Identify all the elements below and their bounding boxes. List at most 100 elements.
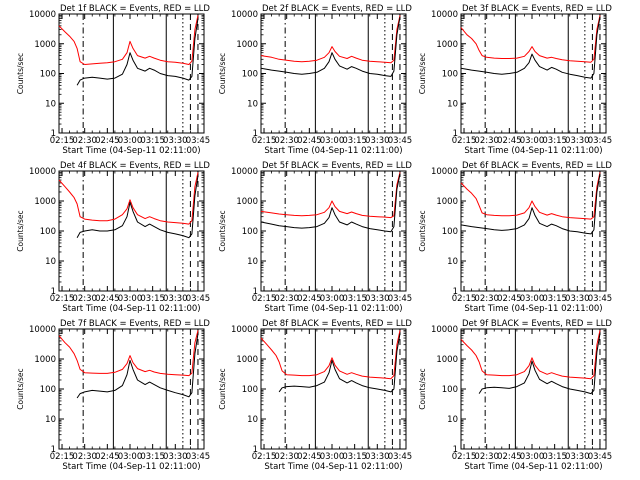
lld-series xyxy=(260,15,401,64)
x-tick-label: 03:00 xyxy=(520,136,545,146)
x-tick-label: 03:30 xyxy=(163,294,188,304)
y-tick-label: 10000 xyxy=(431,10,458,20)
x-tick-label: 03:45 xyxy=(388,294,413,304)
x-tick-label: 02:30 xyxy=(474,136,499,146)
y-axis-label: Counts/sec xyxy=(418,53,427,94)
y-tick-label: 10 xyxy=(447,99,458,109)
events-series xyxy=(260,16,401,77)
y-tick-label: 10 xyxy=(447,415,458,425)
x-axis-label: Start Time (04-Sep-11 02:11:00) xyxy=(62,462,200,472)
lld-series xyxy=(260,172,401,219)
panel-title: Det 2f BLACK = Events, RED = LLD xyxy=(262,4,412,14)
y-axis-label: Counts/sec xyxy=(16,53,25,94)
x-tick-label: 02:15 xyxy=(252,136,277,146)
y-tick-label: 1 xyxy=(453,445,458,455)
x-tick-label: 03:00 xyxy=(520,294,545,304)
x-tick-label: 02:15 xyxy=(252,452,277,462)
lld-series xyxy=(460,15,601,63)
x-tick-label: 03:45 xyxy=(588,452,613,462)
x-tick-label: 03:45 xyxy=(588,136,613,146)
y-tick-label: 10000 xyxy=(431,325,458,335)
y-tick-label: 1 xyxy=(253,287,258,297)
y-tick-label: 1000 xyxy=(34,197,56,207)
y-tick-label: 10 xyxy=(45,99,56,109)
events-series xyxy=(76,175,199,239)
x-tick-label: 03:15 xyxy=(542,294,567,304)
panel-title: Det 8f BLACK = Events, RED = LLD xyxy=(262,319,412,329)
y-tick-label: 1 xyxy=(453,129,458,139)
y-tick-label: 10000 xyxy=(231,10,258,20)
lld-series xyxy=(460,172,601,220)
x-axis-label: Start Time (04-Sep-11 02:11:00) xyxy=(264,462,402,472)
x-axis-label: Start Time (04-Sep-11 02:11:00) xyxy=(464,462,602,472)
panel-title: Det 9f BLACK = Events, RED = LLD xyxy=(462,319,612,329)
detector-panel: 1 10 100 1000 10000 02:1502:3002:4503:0003:15… xyxy=(218,161,412,314)
x-tick-label: 02:15 xyxy=(452,452,477,462)
y-tick-label: 10000 xyxy=(231,325,258,335)
x-tick-label: 02:15 xyxy=(252,294,277,304)
detector-panel: 1 10 100 1000 10000 02:1502:3002:4503:0003:15… xyxy=(218,4,412,156)
y-axis-label: Counts/sec xyxy=(418,368,427,409)
x-tick-label: 03:15 xyxy=(342,452,367,462)
x-tick-label: 02:45 xyxy=(297,452,322,462)
x-tick-label: 03:00 xyxy=(320,452,345,462)
y-tick-label: 10 xyxy=(45,415,56,425)
y-tick-label: 1000 xyxy=(436,197,458,207)
y-axis-label: Counts/sec xyxy=(218,53,227,94)
x-tick-label: 03:30 xyxy=(365,294,390,304)
y-tick-label: 10 xyxy=(247,415,258,425)
x-tick-label: 02:30 xyxy=(474,294,499,304)
x-tick-label: 03:30 xyxy=(365,136,390,146)
y-tick-label: 100 xyxy=(242,70,258,80)
lld-series xyxy=(460,330,601,380)
x-tick-label: 02:45 xyxy=(95,294,120,304)
x-tick-label: 03:45 xyxy=(388,452,413,462)
x-tick-label: 03:00 xyxy=(118,294,143,304)
x-tick-label: 03:15 xyxy=(140,452,165,462)
x-tick-label: 02:15 xyxy=(452,136,477,146)
x-tick-label: 02:30 xyxy=(72,136,97,146)
y-tick-label: 100 xyxy=(242,227,258,237)
panel-title: Det 4f BLACK = Events, RED = LLD xyxy=(60,161,210,171)
y-tick-label: 10 xyxy=(447,257,458,267)
y-tick-label: 1000 xyxy=(34,355,56,365)
y-tick-label: 100 xyxy=(442,227,458,237)
plot-frame xyxy=(58,13,205,134)
x-tick-label: 02:30 xyxy=(72,294,97,304)
lld-series xyxy=(260,330,401,380)
y-tick-label: 1 xyxy=(253,445,258,455)
x-tick-label: 03:30 xyxy=(565,136,590,146)
x-axis-label: Start Time (04-Sep-11 02:11:00) xyxy=(264,304,402,314)
events-series xyxy=(460,16,601,79)
events-series xyxy=(278,333,401,393)
x-tick-label: 03:15 xyxy=(542,452,567,462)
x-tick-label: 03:15 xyxy=(140,136,165,146)
detector-panel: 1 10 100 1000 10000 02:1502:3002:4503:0003:15… xyxy=(16,161,210,314)
y-tick-label: 1000 xyxy=(436,355,458,365)
y-tick-label: 10000 xyxy=(29,10,56,20)
panel-title: Det 3f BLACK = Events, RED = LLD xyxy=(462,4,612,14)
x-tick-label: 03:15 xyxy=(342,136,367,146)
x-tick-label: 03:45 xyxy=(186,452,211,462)
y-tick-label: 1000 xyxy=(236,197,258,207)
panel-title: Det 1f BLACK = Events, RED = LLD xyxy=(60,4,210,14)
x-tick-label: 03:45 xyxy=(388,136,413,146)
y-tick-label: 1000 xyxy=(236,40,258,50)
detector-panel: 1 10 100 1000 10000 02:1502:3002:4503:0003:15… xyxy=(418,319,612,472)
y-tick-label: 10000 xyxy=(29,167,56,177)
x-axis-label: Start Time (04-Sep-11 02:11:00) xyxy=(62,146,200,156)
x-tick-label: 02:45 xyxy=(95,452,120,462)
x-tick-label: 03:30 xyxy=(565,452,590,462)
y-axis-label: Counts/sec xyxy=(16,210,25,251)
y-tick-label: 1 xyxy=(253,129,258,139)
events-series xyxy=(478,333,601,395)
plot-frame xyxy=(260,13,407,134)
y-tick-label: 1000 xyxy=(34,40,56,50)
detector-panel: 1 10 100 1000 10000 02:1502:3002:4503:0003:15… xyxy=(418,161,612,314)
plot-frame xyxy=(460,13,607,134)
y-tick-label: 10 xyxy=(45,257,56,267)
events-series xyxy=(260,173,401,233)
x-tick-label: 02:45 xyxy=(497,452,522,462)
